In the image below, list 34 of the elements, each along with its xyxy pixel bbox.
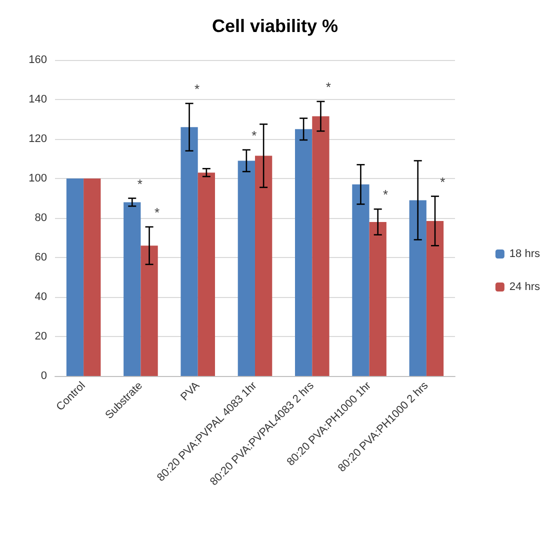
y-tick-label: 0 xyxy=(40,370,47,382)
y-tick-label: 60 xyxy=(34,252,47,264)
y-tick-label: 140 xyxy=(28,94,47,106)
legend-label: 24 hrs xyxy=(509,281,540,293)
bar xyxy=(124,202,141,376)
bar xyxy=(426,220,444,376)
bar xyxy=(409,200,426,376)
annotation: * xyxy=(252,128,257,143)
chart-title: Cell viability % xyxy=(212,16,338,36)
y-tick-label: 160 xyxy=(28,54,47,66)
bar xyxy=(180,127,198,376)
bar xyxy=(295,129,312,376)
bar xyxy=(312,116,330,376)
annotation: * xyxy=(137,176,142,192)
y-tick-label: 100 xyxy=(28,172,47,184)
legend-label: 18 hrs xyxy=(509,248,540,260)
annotation: * xyxy=(440,174,446,190)
y-tick-label: 80 xyxy=(34,212,47,224)
y-tick-label: 120 xyxy=(28,133,47,145)
bar xyxy=(255,156,272,376)
annotation: * xyxy=(194,81,200,96)
y-tick-label: 40 xyxy=(34,291,47,303)
bar xyxy=(140,246,158,376)
bar xyxy=(238,160,255,376)
annotation: * xyxy=(326,79,331,94)
bar xyxy=(84,178,101,376)
bar xyxy=(66,178,84,376)
bar xyxy=(369,222,386,376)
annotation: * xyxy=(154,204,160,220)
annotation: * xyxy=(383,187,388,202)
y-tick-label: 20 xyxy=(34,330,47,342)
bar xyxy=(198,172,215,376)
x-tick-label: PVA xyxy=(178,379,203,404)
bar xyxy=(352,184,370,376)
